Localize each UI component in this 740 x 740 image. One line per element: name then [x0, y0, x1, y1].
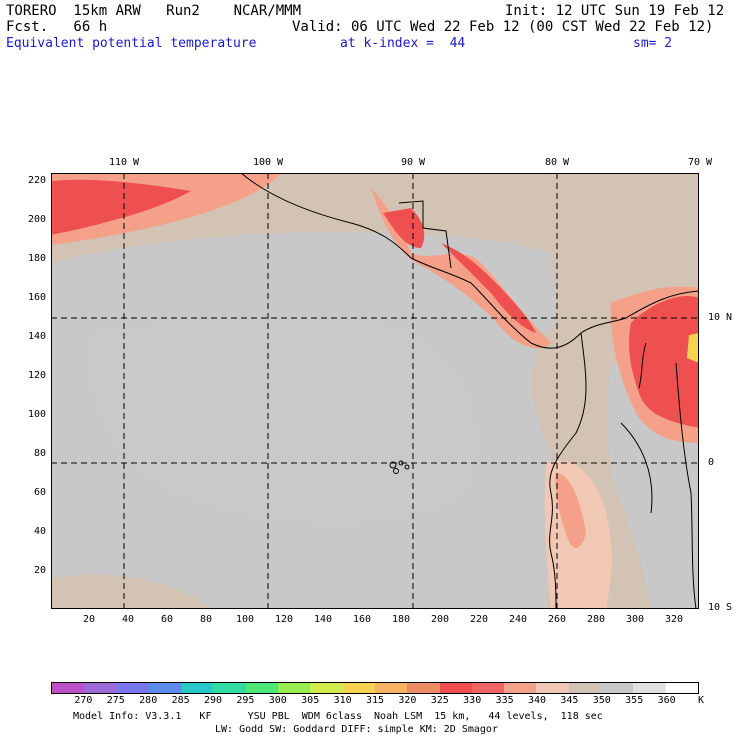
x-tick-80: 80 — [199, 614, 213, 625]
x-tick-280: 280 — [586, 614, 606, 625]
colorbar-cell — [116, 683, 149, 693]
colorbar-cell — [278, 683, 311, 693]
colorbar-cell — [84, 683, 117, 693]
lat-label-10s: 10 S — [708, 602, 733, 613]
ocean-core — [89, 314, 477, 524]
colorbar-labels: 270 275 280 285 290 295 300 305 310 315 320 325 330 3… — [51, 695, 711, 707]
x-tick-120: 120 — [274, 614, 294, 625]
colorbar-cell — [407, 683, 440, 693]
colorbar-cell — [181, 683, 214, 693]
colorbar-cell — [536, 683, 569, 693]
smoothing-info: sm= 2 — [633, 36, 673, 51]
colorbar-unit: K — [697, 695, 705, 706]
x-tick-100: 100 — [235, 614, 255, 625]
colorbar-label: 270 — [74, 695, 93, 706]
x-tick-200: 200 — [430, 614, 450, 625]
colorbar-cell — [148, 683, 182, 693]
colorbar-cell — [374, 683, 408, 693]
forecast-hour: Fcst. 66 h — [6, 19, 108, 35]
coastlines — [240, 173, 699, 609]
model-title: TORERO 15km ARW Run2 NCAR/MMM — [6, 3, 302, 19]
colorbar-cell — [245, 683, 279, 693]
y-tick-160: 160 — [27, 292, 46, 303]
colorbar-label: 300 — [268, 695, 287, 706]
colorbar-label: 340 — [527, 695, 547, 706]
level-info: at k-index = 44 — [340, 36, 466, 51]
y-tick-80: 80 — [33, 448, 46, 459]
physics-info: LW: Godd SW: Goddard DIFF: simple KM: 2D… — [215, 724, 498, 735]
colorbar-cell — [439, 683, 472, 693]
colorbar-cell — [665, 683, 698, 693]
y-tick-120: 120 — [27, 370, 46, 381]
colorbar-cell — [633, 683, 666, 693]
guatemala-hot — [383, 208, 425, 248]
x-tick-40: 40 — [121, 614, 135, 625]
x-tick-220: 220 — [469, 614, 489, 625]
colorbar-label: 350 — [592, 695, 611, 706]
peru-hot — [555, 473, 586, 548]
colorbar-label: 280 — [139, 695, 158, 706]
colorbar-cell — [568, 683, 602, 693]
colorbar-label: 360 — [657, 695, 676, 706]
colorbar-label: 285 — [171, 695, 190, 706]
colorbar-cell — [601, 683, 634, 693]
lat-lon-grid — [51, 173, 699, 609]
colorbar-label: 325 — [430, 695, 449, 706]
y-tick-140: 140 — [27, 331, 46, 342]
colorbar-label: 335 — [495, 695, 514, 706]
x-tick-60: 60 — [160, 614, 174, 625]
y-tick-180: 180 — [27, 253, 46, 264]
x-tick-180: 180 — [391, 614, 411, 625]
map-frame — [51, 173, 699, 609]
y-tick-40: 40 — [33, 526, 46, 537]
y-tick-20: 20 — [33, 565, 46, 576]
lat-label-0: 0 — [708, 457, 715, 468]
theta-e-map — [51, 173, 699, 609]
colorbar-cell — [52, 683, 85, 693]
colombia-hot — [629, 295, 699, 428]
colorbar-label: 355 — [625, 695, 644, 706]
colorbar-label: 295 — [236, 695, 255, 706]
x-tick-320: 320 — [664, 614, 684, 625]
nw-hot-patch — [51, 179, 191, 235]
x-tick-260: 260 — [547, 614, 567, 625]
colorbar-cell — [213, 683, 246, 693]
y-tick-200: 200 — [27, 214, 46, 225]
colorbar-label: 320 — [398, 695, 417, 706]
y-tick-60: 60 — [33, 487, 46, 498]
isthmus-hot — [441, 243, 536, 333]
hot-spot — [687, 333, 699, 363]
colorbar-label: 345 — [560, 695, 579, 706]
lon-label-80w: 80 W — [544, 157, 570, 168]
lon-label-90w: 90 W — [400, 157, 426, 168]
colorbar-cell — [310, 683, 343, 693]
field-name: Equivalent potential temperature — [6, 36, 257, 51]
colorbar-label: 290 — [203, 695, 223, 706]
init-time: Init: 12 UTC Sun 19 Feb 12 — [505, 3, 725, 19]
valid-time: Valid: 06 UTC Wed 22 Feb 12 (00 CST Wed … — [292, 19, 714, 35]
colorbar-label: 310 — [333, 695, 352, 706]
colorbar — [51, 682, 699, 694]
lon-label-110w: 110 W — [108, 157, 140, 168]
x-tick-160: 160 — [352, 614, 372, 625]
x-tick-240: 240 — [508, 614, 528, 625]
lon-label-70w: 70 W — [687, 157, 713, 168]
x-tick-20: 20 — [82, 614, 96, 625]
colorbar-cell — [471, 683, 505, 693]
colorbar-cell — [504, 683, 537, 693]
colorbar-cell — [342, 683, 375, 693]
x-tick-140: 140 — [313, 614, 333, 625]
colorbar-label: 275 — [106, 695, 125, 706]
y-tick-220: 220 — [27, 175, 46, 186]
model-info: Model Info: V3.3.1 KF YSU PBL WDM 6class… — [73, 711, 603, 722]
x-tick-300: 300 — [625, 614, 645, 625]
sw-warm — [51, 574, 211, 609]
lat-label-10n: 10 N — [708, 312, 733, 323]
colorbar-label: 305 — [301, 695, 320, 706]
lon-label-100w: 100 W — [252, 157, 284, 168]
colorbar-label: 330 — [463, 695, 482, 706]
y-tick-100: 100 — [27, 409, 46, 420]
colorbar-label: 315 — [365, 695, 385, 706]
